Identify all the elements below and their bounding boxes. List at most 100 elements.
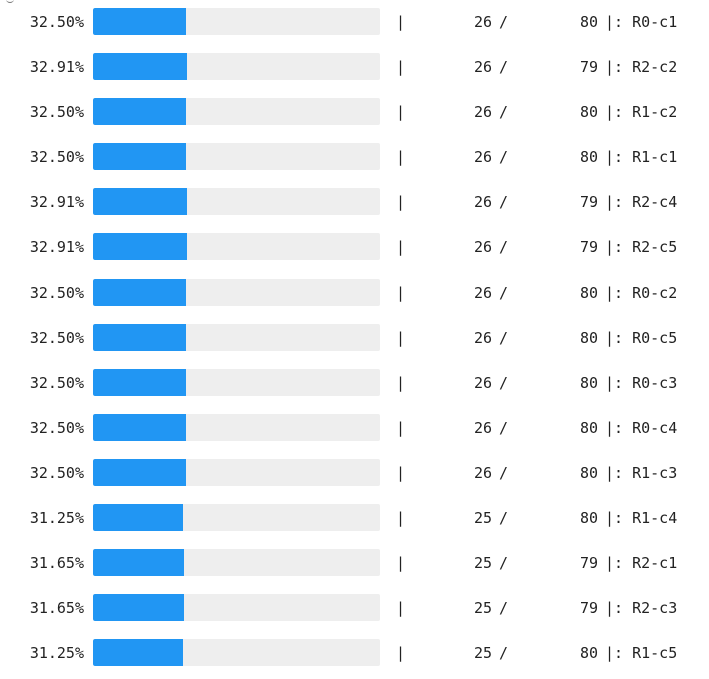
slash: / [499, 13, 509, 31]
done-count: 25 [473, 644, 492, 663]
progress-bar-track [93, 594, 380, 622]
done-count: 26 [473, 13, 492, 31]
progress-row: 32.50% | 26 / 80 |: R1-c1 [0, 135, 709, 180]
slash: / [499, 58, 509, 77]
percent-label: 32.50% [29, 283, 84, 302]
slash: / [499, 644, 509, 663]
progress-bar-fill [93, 504, 183, 532]
percent-label: 31.65% [29, 554, 84, 573]
separator: | [396, 103, 406, 122]
task-name: |: R1-c4 [605, 509, 678, 528]
slash: / [499, 554, 509, 573]
task-name: |: R1-c1 [605, 148, 678, 167]
separator: | [396, 13, 406, 31]
progress-bar-fill [93, 278, 187, 306]
task-name: |: R2-c1 [605, 554, 678, 573]
progress-bar-track [93, 323, 380, 351]
slash: / [499, 509, 509, 528]
percent-label: 32.50% [29, 328, 84, 347]
separator: | [396, 373, 406, 392]
total-count: 80 [579, 644, 598, 663]
percent-label: 31.25% [29, 509, 84, 528]
task-name: |: R2-c2 [605, 58, 678, 77]
progress-bar-track [93, 639, 380, 667]
slash: / [499, 463, 509, 482]
total-count: 80 [579, 418, 598, 437]
separator: | [396, 193, 406, 212]
progress-row: 32.50% | 26 / 80 |: R0-c1 [0, 0, 709, 45]
progress-bar-track [93, 504, 380, 532]
progress-bar-fill [93, 413, 187, 441]
total-count: 80 [579, 283, 598, 302]
task-name: |: R0-c2 [605, 283, 678, 302]
total-count: 80 [579, 103, 598, 122]
percent-label: 32.91% [29, 238, 84, 257]
total-count: 80 [579, 463, 598, 482]
percent-label: 32.50% [29, 103, 84, 122]
progress-row: 31.65% | 25 / 79 |: R2-c1 [0, 541, 709, 586]
percent-label: 32.50% [29, 418, 84, 437]
progress-bar-track [93, 188, 380, 216]
done-count: 25 [473, 509, 492, 528]
progress-row: 31.25% | 25 / 80 |: R1-c4 [0, 496, 709, 541]
progress-bar-track [93, 549, 380, 577]
done-count: 26 [473, 463, 492, 482]
done-count: 26 [473, 193, 492, 212]
separator: | [396, 509, 406, 528]
total-count: 80 [579, 509, 598, 528]
progress-row: 32.50% | 26 / 80 |: R0-c4 [0, 406, 709, 451]
progress-bar-track [93, 8, 380, 35]
done-count: 26 [473, 58, 492, 77]
task-name: |: R0-c4 [605, 418, 678, 437]
progress-bar-track [93, 413, 380, 441]
progress-bar-track [93, 143, 380, 171]
progress-row: 32.91% | 26 / 79 |: R2-c2 [0, 45, 709, 90]
clipped-glyph [0, 0, 30, 4]
percent-label: 32.50% [29, 463, 84, 482]
total-count: 79 [579, 238, 598, 257]
percent-label: 32.50% [29, 13, 84, 31]
progress-bar-fill [93, 549, 184, 577]
progress-bar-track [93, 368, 380, 396]
slash: / [499, 238, 509, 257]
total-count: 80 [579, 373, 598, 392]
progress-row: 32.91% | 26 / 79 |: R2-c4 [0, 180, 709, 225]
total-count: 80 [579, 13, 598, 31]
separator: | [396, 58, 406, 77]
progress-bar-fill [93, 8, 187, 35]
separator: | [396, 418, 406, 437]
separator: | [396, 463, 406, 482]
progress-bar-track [93, 278, 380, 306]
progress-bar-track [93, 458, 380, 486]
progress-row: 32.50% | 26 / 80 |: R1-c2 [0, 90, 709, 135]
total-count: 79 [579, 554, 598, 573]
slash: / [499, 328, 509, 347]
progress-bar-fill [93, 98, 187, 126]
task-name: |: R1-c2 [605, 103, 678, 122]
separator: | [396, 554, 406, 573]
total-count: 79 [579, 599, 598, 618]
total-count: 80 [579, 328, 598, 347]
progress-bar-track [93, 98, 380, 126]
percent-label: 32.91% [29, 58, 84, 77]
progress-row: 32.50% | 26 / 80 |: R1-c3 [0, 451, 709, 496]
progress-row: 32.91% | 26 / 79 |: R2-c5 [0, 225, 709, 270]
progress-bar-track [93, 233, 380, 261]
done-count: 26 [473, 283, 492, 302]
slash: / [499, 148, 509, 167]
percent-label: 32.50% [29, 148, 84, 167]
progress-bar-fill [93, 368, 187, 396]
progress-bar-fill [93, 143, 187, 171]
task-name: |: R2-c3 [605, 599, 678, 618]
separator: | [396, 328, 406, 347]
percent-label: 32.50% [29, 373, 84, 392]
progress-bar-track [93, 53, 380, 81]
percent-label: 31.25% [29, 644, 84, 663]
percent-label: 31.65% [29, 599, 84, 618]
done-count: 26 [473, 238, 492, 257]
done-count: 26 [473, 373, 492, 392]
slash: / [499, 599, 509, 618]
task-name: |: R1-c3 [605, 463, 678, 482]
slash: / [499, 283, 509, 302]
task-name: |: R0-c5 [605, 328, 678, 347]
